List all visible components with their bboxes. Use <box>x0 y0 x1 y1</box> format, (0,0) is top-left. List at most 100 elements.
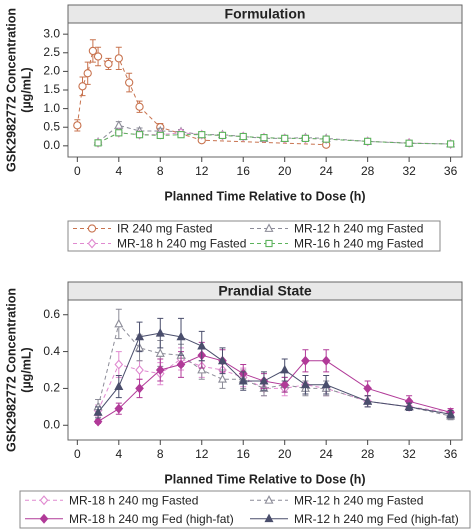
marker <box>135 331 145 341</box>
legend-label: IR 240 mg Fasted <box>117 222 212 236</box>
y-tick-label: 1.0 <box>43 101 60 115</box>
marker <box>156 131 164 140</box>
marker <box>321 355 331 366</box>
marker <box>280 379 290 390</box>
marker <box>176 331 186 341</box>
marker <box>321 379 331 389</box>
y-tick-label: 3.0 <box>43 26 60 40</box>
marker <box>135 131 144 139</box>
marker <box>197 364 207 374</box>
marker <box>78 82 87 91</box>
marker <box>73 121 82 130</box>
x-tick-label: 12 <box>195 447 209 461</box>
y-tick-label: 1.5 <box>43 82 60 96</box>
x-tick-label: 28 <box>361 164 375 178</box>
marker <box>125 78 134 87</box>
y-tick-label: 0.0 <box>43 417 60 431</box>
chart-title: Formulation <box>225 6 306 22</box>
x-tick-label: 36 <box>444 447 458 461</box>
marker <box>259 375 269 385</box>
x-tick-label: 0 <box>74 447 81 461</box>
x-tick-label: 24 <box>319 164 333 178</box>
legend-frame <box>67 220 441 252</box>
marker <box>114 318 124 328</box>
x-tick-label: 4 <box>115 164 122 178</box>
x-tick-label: 20 <box>278 447 292 461</box>
x-axis-label: Planned Time Relative to Dose (h) <box>164 189 365 203</box>
x-axis-label: Planned Time Relative to Dose (h) <box>164 472 365 486</box>
marker <box>176 359 186 370</box>
marker <box>264 223 274 232</box>
marker <box>260 134 268 142</box>
marker <box>239 132 247 141</box>
chart-title: Prandial State <box>218 283 312 299</box>
x-tick-label: 20 <box>278 164 292 178</box>
marker <box>363 383 372 394</box>
x-tick-label: 12 <box>195 164 209 178</box>
marker <box>93 52 103 61</box>
x-tick-label: 0 <box>74 164 81 178</box>
y-tick-label: 0.5 <box>43 119 60 133</box>
marker <box>39 495 49 506</box>
marker <box>135 102 144 111</box>
y-tick-label: 0.4 <box>43 344 60 358</box>
y-tick-label: 0.2 <box>43 381 60 395</box>
marker <box>155 365 165 375</box>
marker <box>281 134 289 142</box>
y-axis-label: GSK2982772 Concentration <box>4 8 18 172</box>
x-tick-label: 24 <box>319 447 333 461</box>
marker <box>405 139 413 147</box>
marker <box>114 359 124 370</box>
x-tick-label: 28 <box>361 447 375 461</box>
marker <box>301 355 310 366</box>
legend-label: MR-16 h 240 mg Fasted <box>294 237 423 251</box>
marker <box>300 379 310 389</box>
marker <box>197 340 207 350</box>
x-tick-label: 8 <box>157 447 164 461</box>
plot-frame <box>67 4 463 158</box>
x-tick-label: 16 <box>237 447 251 461</box>
y-tick-label: 2.0 <box>43 64 60 78</box>
marker <box>39 513 49 524</box>
marker <box>238 375 248 385</box>
legend-frame <box>19 490 471 529</box>
x-tick-label: 4 <box>115 447 122 461</box>
title-band <box>67 4 463 24</box>
x-tick-label: 16 <box>237 164 251 178</box>
marker <box>94 139 102 147</box>
legend-label: MR-18 h 240 mg Fasted <box>69 493 198 507</box>
marker <box>363 396 373 405</box>
y-axis-label: (µg/mL) <box>19 67 33 112</box>
marker <box>93 416 103 427</box>
legend-label: MR-18 h 240 mg Fasted <box>117 237 246 251</box>
marker <box>301 134 310 142</box>
marker <box>87 224 97 233</box>
marker <box>404 401 414 411</box>
series-line <box>97 124 451 145</box>
marker <box>83 69 92 78</box>
x-tick-label: 32 <box>402 447 416 461</box>
x-tick-label: 36 <box>444 164 458 178</box>
marker <box>322 135 330 143</box>
marker <box>177 131 185 139</box>
x-tick-label: 8 <box>157 164 164 178</box>
marker <box>114 403 124 414</box>
marker <box>280 364 290 374</box>
marker <box>217 355 228 365</box>
marker <box>155 348 165 357</box>
plot-frame <box>67 281 463 441</box>
marker <box>93 407 103 416</box>
marker <box>264 513 274 523</box>
marker <box>114 54 123 63</box>
legend-label: MR-12 h 240 mg Fed (high-fat) <box>294 512 459 526</box>
marker <box>135 365 144 375</box>
marker <box>364 137 372 145</box>
y-tick-label: 2.5 <box>43 45 60 59</box>
title-band <box>67 281 463 301</box>
marker <box>446 409 456 418</box>
legend-label: MR-12 h 240 mg Fasted <box>294 493 423 507</box>
marker <box>88 46 98 56</box>
marker <box>135 383 144 394</box>
y-axis-label: (µg/mL) <box>19 347 33 392</box>
